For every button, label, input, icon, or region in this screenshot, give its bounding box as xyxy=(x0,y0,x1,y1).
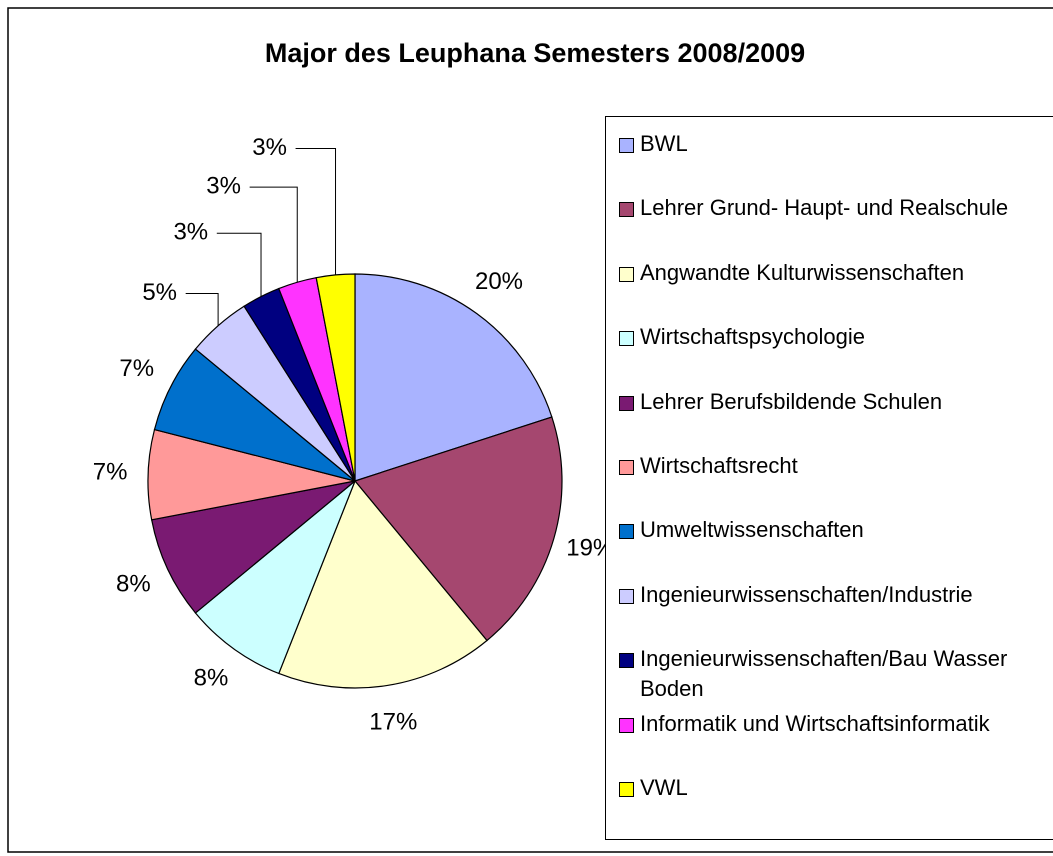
legend-swatch xyxy=(619,331,634,347)
legend-swatch xyxy=(619,202,634,218)
pie-slice xyxy=(150,480,356,614)
data-label: 3% xyxy=(252,134,287,161)
data-label: 20% xyxy=(475,268,523,295)
legend-label: Lehrer Berufsbildende Schulen xyxy=(640,388,943,414)
pie-slice xyxy=(354,273,553,482)
legend-swatch xyxy=(619,460,634,475)
legend-swatch xyxy=(619,653,634,669)
pie: 20%19%17%8%8%7%7%5%3%3%3% xyxy=(93,134,615,736)
legend-label: Umweltwissenschaften xyxy=(640,517,864,543)
leader-line xyxy=(185,292,219,326)
legend-item: BWL xyxy=(616,129,1053,159)
data-label: 3% xyxy=(206,172,241,199)
legend-item: Ingenieurwissenschaften/Industrie xyxy=(616,580,1053,610)
legend-swatch xyxy=(619,588,634,604)
leader-line xyxy=(216,232,262,297)
data-label: 17% xyxy=(369,708,417,735)
legend-label: VWL xyxy=(640,775,688,800)
legend-item: VWL xyxy=(616,773,1053,803)
legend-swatch xyxy=(619,395,634,411)
legend-label: Lehrer Grund- Haupt- und Realschule xyxy=(640,195,1009,221)
legend-item: Angwandte Kulturwissenschaften xyxy=(616,258,1053,288)
pie-slice xyxy=(278,479,488,689)
legend-item: Informatik und Wirtschaftsinformatik xyxy=(616,709,1053,739)
leader-line xyxy=(249,186,298,283)
legend-label: Informatik und Wirtschaftsinformatik xyxy=(640,710,990,736)
legend-swatch xyxy=(619,524,634,540)
legend-item: Lehrer Grund- Haupt- und Realschule xyxy=(616,193,1053,223)
legend-swatch xyxy=(619,717,634,733)
pie-slice xyxy=(315,273,356,482)
legend-item: Wirtschaftspsychologie xyxy=(616,322,1053,352)
legend-label: BWL xyxy=(640,131,688,156)
legend-swatch xyxy=(619,138,634,153)
legend-swatch xyxy=(619,266,634,282)
leader-line xyxy=(295,147,337,275)
legend-item: Wirtschaftsrecht xyxy=(616,451,1053,481)
data-label: 8% xyxy=(116,571,151,598)
data-label: 3% xyxy=(173,219,208,246)
pie-slice xyxy=(353,416,563,642)
data-label: 7% xyxy=(119,355,154,382)
data-label: 8% xyxy=(194,665,229,692)
data-label: 5% xyxy=(142,279,177,306)
legend-label: Wirtschaftspsychologie xyxy=(640,324,865,350)
legend-item: Lehrer Berufsbildende Schulen xyxy=(616,387,1053,417)
data-label: 7% xyxy=(93,459,128,486)
pie-slice xyxy=(194,480,356,675)
legend-item: Ingenieurwissenschaften/Bau Wasser Boden xyxy=(616,644,1053,704)
legend-item: Umweltwissenschaften xyxy=(616,515,1053,545)
chart-title: Major des Leuphana Semesters 2008/2009 xyxy=(265,38,805,68)
legend: BWL Lehrer Grund- Haupt- und Realschule An… xyxy=(605,116,1053,840)
legend-swatch xyxy=(619,782,634,797)
legend-label: Ingenieurwissenschaften/Bau Wasser Boden xyxy=(640,646,1008,702)
legend-label: Ingenieurwissenschaften/Industrie xyxy=(640,581,973,607)
legend-label: Wirtschaftsrecht xyxy=(640,453,798,478)
legend-label: Angwandte Kulturwissenschaften xyxy=(640,259,965,285)
